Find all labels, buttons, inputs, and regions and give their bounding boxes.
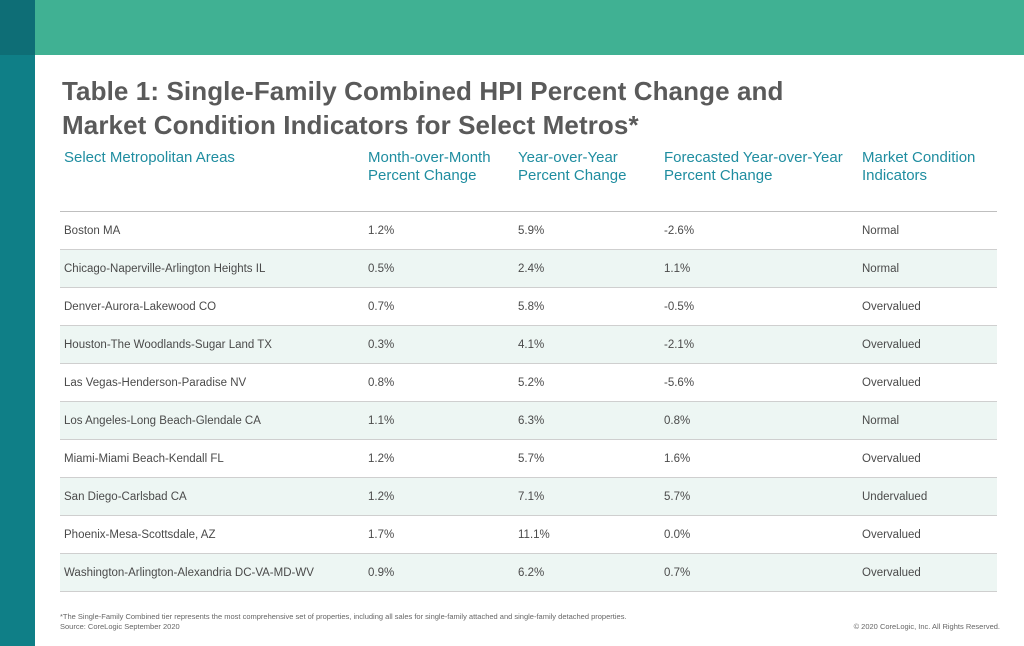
cell-yoy: 7.1% bbox=[514, 477, 660, 516]
cell-yoy: 2.4% bbox=[514, 249, 660, 288]
cell-metro: Washington-Arlington-Alexandria DC-VA-MD… bbox=[60, 553, 364, 592]
column-header-market: Market Condition Indicators bbox=[858, 145, 997, 212]
cell-mom: 1.2% bbox=[364, 477, 514, 516]
copyright-text: © 2020 CoreLogic, Inc. All Rights Reserv… bbox=[853, 622, 1000, 631]
cell-market: Overvalued bbox=[858, 515, 997, 554]
table-body: Boston MA 1.2% 5.9% -2.6% Normal Chicago-Nape… bbox=[60, 211, 997, 592]
table-row: Washington-Arlington-Alexandria DC-VA-MD… bbox=[60, 553, 997, 592]
table-row: Phoenix-Mesa-Scottsdale, AZ 1.7% 11.1% 0.0%… bbox=[60, 515, 997, 554]
cell-metro: Boston MA bbox=[60, 211, 364, 250]
cell-mom: 1.2% bbox=[364, 211, 514, 250]
cell-forecast: -2.1% bbox=[660, 325, 858, 364]
cell-market: Normal bbox=[858, 249, 997, 288]
cell-yoy: 5.7% bbox=[514, 439, 660, 478]
cell-forecast: 1.6% bbox=[660, 439, 858, 478]
cell-yoy: 6.2% bbox=[514, 553, 660, 592]
cell-yoy: 11.1% bbox=[514, 515, 660, 554]
title-line-2: Market Condition Indicators for Select M… bbox=[62, 110, 639, 140]
column-header-mom: Month-over-Month Percent Change bbox=[364, 145, 514, 212]
cell-market: Overvalued bbox=[858, 363, 997, 402]
cell-market: Normal bbox=[858, 401, 997, 440]
cell-forecast: -5.6% bbox=[660, 363, 858, 402]
footnote: *The Single-Family Combined tier represe… bbox=[60, 612, 820, 632]
cell-yoy: 5.2% bbox=[514, 363, 660, 402]
cell-mom: 1.2% bbox=[364, 439, 514, 478]
metro-hpi-table: Select Metropolitan Areas Month-over-Mon… bbox=[60, 145, 997, 592]
cell-metro: Denver-Aurora-Lakewood CO bbox=[60, 287, 364, 326]
cell-metro: Miami-Miami Beach-Kendall FL bbox=[60, 439, 364, 478]
cell-market: Overvalued bbox=[858, 553, 997, 592]
table-row: Los Angeles-Long Beach-Glendale CA 1.1% 6.… bbox=[60, 401, 997, 440]
cell-metro: San Diego-Carlsbad CA bbox=[60, 477, 364, 516]
cell-market: Overvalued bbox=[858, 287, 997, 326]
table-header-row: Select Metropolitan Areas Month-over-Mon… bbox=[60, 145, 997, 212]
column-header-yoy: Year-over-Year Percent Change bbox=[514, 145, 660, 212]
cell-mom: 1.1% bbox=[364, 401, 514, 440]
cell-yoy: 5.8% bbox=[514, 287, 660, 326]
cell-metro: Chicago-Naperville-Arlington Heights IL bbox=[60, 249, 364, 288]
column-header-metro: Select Metropolitan Areas bbox=[60, 145, 364, 212]
left-accent-bar bbox=[0, 0, 35, 646]
cell-yoy: 5.9% bbox=[514, 211, 660, 250]
left-accent-corner bbox=[0, 0, 35, 55]
cell-mom: 0.5% bbox=[364, 249, 514, 288]
table-row: Miami-Miami Beach-Kendall FL 1.2% 5.7% 1.6%… bbox=[60, 439, 997, 478]
cell-mom: 1.7% bbox=[364, 515, 514, 554]
cell-mom: 0.3% bbox=[364, 325, 514, 364]
cell-forecast: 0.8% bbox=[660, 401, 858, 440]
cell-market: Overvalued bbox=[858, 325, 997, 364]
column-header-forecast: Forecasted Year-over-Year Percent Change bbox=[660, 145, 858, 212]
cell-market: Normal bbox=[858, 211, 997, 250]
title-line-1: Table 1: Single-Family Combined HPI Perc… bbox=[62, 76, 784, 106]
cell-mom: 0.8% bbox=[364, 363, 514, 402]
cell-metro: Houston-The Woodlands-Sugar Land TX bbox=[60, 325, 364, 364]
table-row: Denver-Aurora-Lakewood CO 0.7% 5.8% -0.5% Ov… bbox=[60, 287, 997, 326]
cell-forecast: 0.7% bbox=[660, 553, 858, 592]
cell-metro: Los Angeles-Long Beach-Glendale CA bbox=[60, 401, 364, 440]
cell-forecast: 5.7% bbox=[660, 477, 858, 516]
cell-market: Overvalued bbox=[858, 439, 997, 478]
table-row: Boston MA 1.2% 5.9% -2.6% Normal bbox=[60, 211, 997, 250]
cell-forecast: -0.5% bbox=[660, 287, 858, 326]
cell-yoy: 6.3% bbox=[514, 401, 660, 440]
source-text: Source: CoreLogic September 2020 bbox=[60, 622, 180, 631]
cell-market: Undervalued bbox=[858, 477, 997, 516]
cell-yoy: 4.1% bbox=[514, 325, 660, 364]
table-row: San Diego-Carlsbad CA 1.2% 7.1% 5.7% Underva… bbox=[60, 477, 997, 516]
cell-forecast: 1.1% bbox=[660, 249, 858, 288]
cell-metro: Las Vegas-Henderson-Paradise NV bbox=[60, 363, 364, 402]
footnote-text: *The Single-Family Combined tier represe… bbox=[60, 612, 627, 621]
cell-metro: Phoenix-Mesa-Scottsdale, AZ bbox=[60, 515, 364, 554]
page-title: Table 1: Single-Family Combined HPI Perc… bbox=[62, 74, 822, 142]
cell-mom: 0.7% bbox=[364, 287, 514, 326]
table-row: Chicago-Naperville-Arlington Heights IL 0… bbox=[60, 249, 997, 288]
top-banner bbox=[35, 0, 1024, 55]
cell-forecast: -2.6% bbox=[660, 211, 858, 250]
table-row: Las Vegas-Henderson-Paradise NV 0.8% 5.2% -… bbox=[60, 363, 997, 402]
cell-mom: 0.9% bbox=[364, 553, 514, 592]
cell-forecast: 0.0% bbox=[660, 515, 858, 554]
table-row: Houston-The Woodlands-Sugar Land TX 0.3% 4… bbox=[60, 325, 997, 364]
